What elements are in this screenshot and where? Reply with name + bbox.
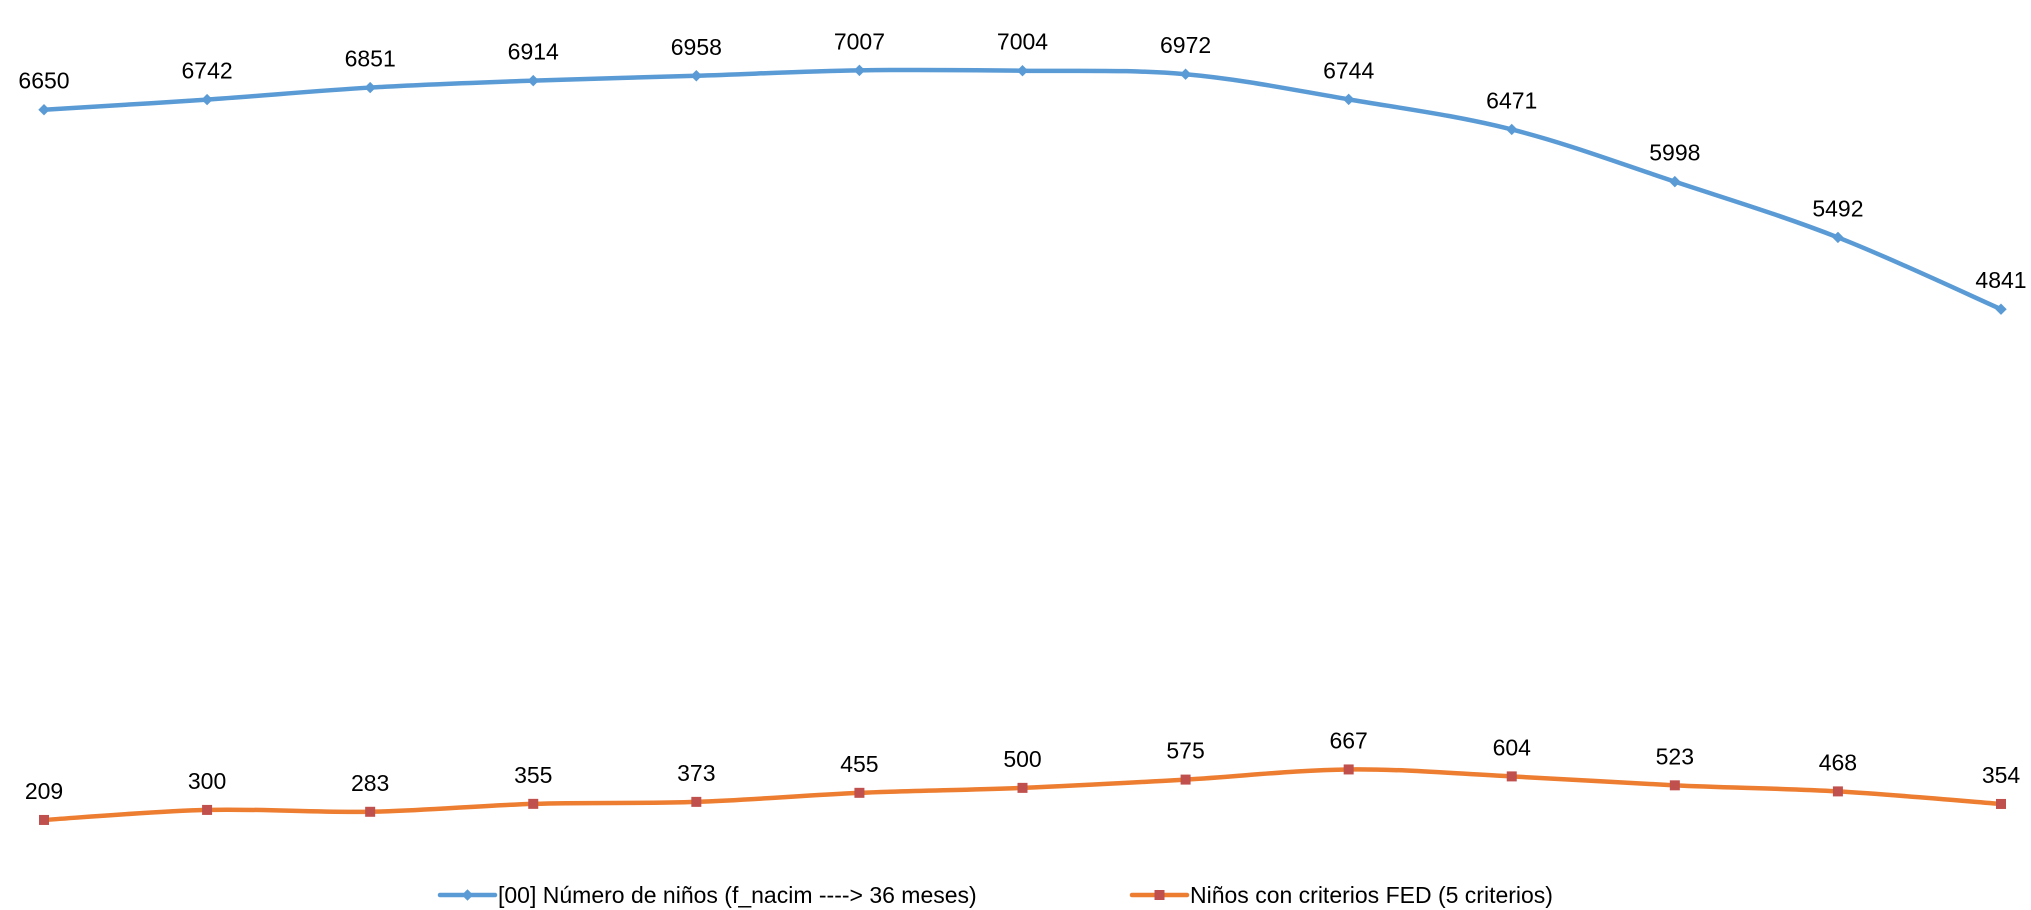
data-label-s1-3: 355 [514,762,552,788]
data-label-s0-0: 6650 [18,68,69,94]
data-label-s0-8: 6744 [1323,57,1374,83]
data-label-s1-2: 283 [351,770,389,796]
data-point-s1-12[interactable] [1996,798,2006,809]
data-point-s1-7[interactable] [1180,774,1191,785]
data-point-s1-10[interactable] [1669,780,1680,791]
legend-marker-icon-1[interactable] [1154,890,1165,900]
data-label-s1-4: 373 [677,760,715,786]
data-label-s1-0: 209 [25,778,63,804]
data-point-s0-0[interactable] [38,104,50,116]
data-label-s0-6: 7004 [997,29,1048,55]
data-point-s0-3[interactable] [527,74,539,87]
data-label-s1-9: 604 [1493,734,1532,760]
data-point-s1-6[interactable] [1017,782,1028,793]
legend-label-0: [00] Número de niños (f_nacim ----> 36 m… [498,882,977,908]
data-point-s1-5[interactable] [854,787,865,798]
data-point-s0-9[interactable] [1506,123,1518,136]
data-label-s1-1: 300 [188,768,226,794]
series-line-1[interactable] [41,767,2004,823]
data-label-s0-7: 6972 [1160,32,1211,58]
data-point-s0-10[interactable] [1669,175,1681,188]
data-label-s0-11: 5492 [1812,195,1863,221]
data-point-s0-12[interactable] [1995,303,2007,315]
data-label-s0-10: 5998 [1649,140,1700,166]
data-label-s1-8: 667 [1329,727,1367,753]
data-point-s1-2[interactable] [365,806,376,817]
data-label-s0-3: 6914 [508,39,559,65]
data-label-s1-12: 354 [1982,762,2021,788]
data-point-s1-11[interactable] [1832,786,1843,797]
data-point-s0-1[interactable] [201,93,213,106]
data-point-s0-5[interactable] [853,64,866,77]
data-label-s0-2: 6851 [345,46,396,72]
legend-swatch-marker-0 [461,889,474,901]
data-point-s1-1[interactable] [202,804,213,815]
data-label-s0-9: 6471 [1486,87,1537,113]
data-label-s1-10: 523 [1656,743,1694,769]
data-point-s0-8[interactable] [1342,93,1355,106]
legend-item-0[interactable]: [00] Número de niños (f_nacim ----> 36 m… [437,882,977,908]
data-point-s1-3[interactable] [528,798,539,809]
data-label-s1-6: 500 [1003,746,1041,772]
data-label-s1-7: 575 [1166,738,1204,764]
legend-label-1: Niños con criterios FED (5 criterios) [1190,882,1553,908]
data-point-s0-4[interactable] [690,70,703,82]
data-point-s1-8[interactable] [1343,764,1354,775]
data-label-s0-1: 6742 [181,58,232,84]
data-label-s0-5: 7007 [834,28,885,54]
data-point-s1-4[interactable] [691,796,702,807]
series-layer [38,64,2007,825]
data-point-s1-9[interactable] [1506,771,1517,782]
series-line-0[interactable] [41,67,2004,312]
data-point-s1-0[interactable] [39,814,49,825]
legend-swatch-marker-1 [1154,890,1165,900]
data-point-s0-11[interactable] [1832,231,1844,244]
data-label-s0-12: 4841 [1975,267,2026,293]
data-label-s1-11: 468 [1819,749,1857,775]
data-point-s0-2[interactable] [364,81,376,94]
data-label-s0-4: 6958 [671,34,722,60]
data-point-s0-7[interactable] [1179,68,1192,80]
data-point-s0-6[interactable] [1016,64,1029,77]
data-label-s1-5: 455 [840,751,878,777]
data-label-layer: 6650 6742 6851 6914 6958 7007 7004 6972 6744 6471… [18,28,2026,804]
legend: [00] Número de niños (f_nacim ----> 36 m… [437,882,1553,908]
legend-item-1[interactable]: Niños con criterios FED (5 criterios) [1129,882,1553,908]
legend-marker-icon-0[interactable] [461,889,474,901]
